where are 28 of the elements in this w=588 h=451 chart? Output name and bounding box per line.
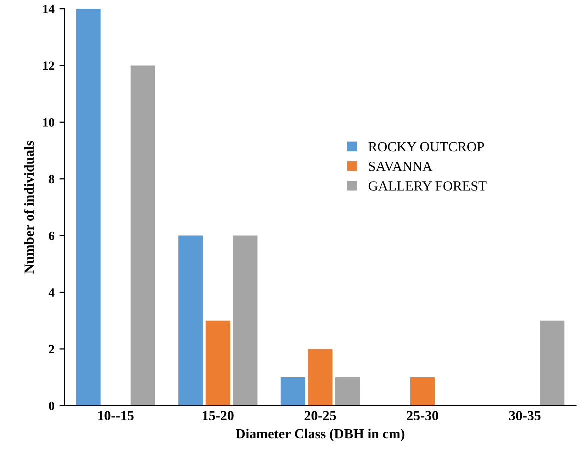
bar	[335, 378, 360, 406]
bar	[130, 66, 156, 406]
bar	[308, 349, 333, 406]
legend-label: GALLERY FOREST	[368, 182, 487, 191]
x-tick-label: 30-35	[509, 411, 541, 421]
y-tick-label: 8	[49, 175, 55, 184]
y-tick-label: 6	[49, 232, 55, 240]
y-tick-label: 14	[43, 5, 55, 14]
bar	[280, 378, 306, 406]
bar	[76, 9, 101, 406]
y-tick-label: 12	[43, 62, 54, 70]
x-axis-title: Diameter Class (DBH in cm)	[236, 428, 405, 442]
y-tick-label: 10	[43, 118, 54, 127]
y-axis-title: Number of individuals	[24, 141, 34, 274]
legend-label: ROCKY OUTCROP	[368, 142, 484, 152]
y-tick-label: 2	[49, 345, 54, 354]
x-tick-label: 15-20	[203, 411, 234, 421]
y-tick-label: 4	[48, 288, 55, 297]
y-tick-label: 0	[49, 402, 54, 410]
x-tick-label: 25-30	[407, 411, 438, 421]
bar	[206, 320, 230, 406]
x-tick-label: 10--15	[98, 411, 134, 421]
bar	[178, 236, 204, 406]
bar	[233, 236, 258, 406]
x-tick-label: 20-25	[304, 411, 336, 421]
legend-label: SAVANNA	[369, 162, 433, 172]
bar	[410, 378, 436, 406]
bar	[540, 320, 565, 406]
